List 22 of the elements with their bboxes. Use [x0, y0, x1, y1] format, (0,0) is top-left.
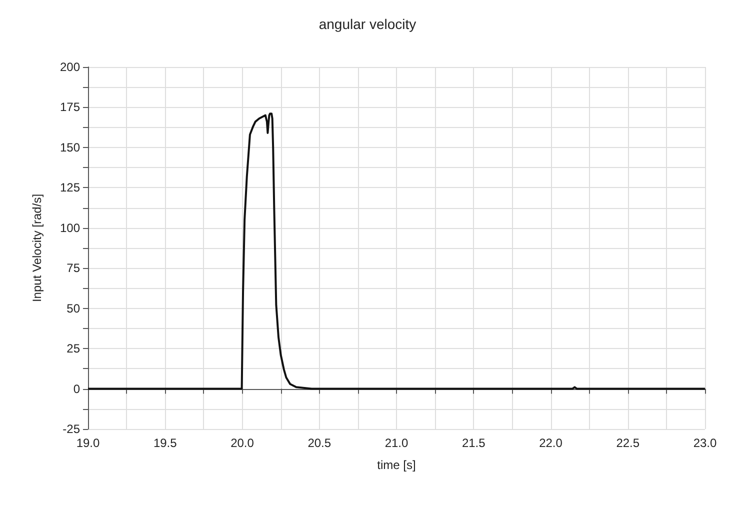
- y-tick-label: 125: [60, 180, 80, 195]
- x-tick-label: 20.5: [308, 436, 332, 450]
- y-tick-label: 75: [66, 261, 80, 276]
- y-tick-label: 150: [60, 140, 80, 154]
- x-tick-label: 19.5: [153, 436, 178, 450]
- x-tick-label: 23.0: [693, 436, 717, 450]
- y-tick-label: 50: [66, 301, 80, 316]
- x-tick-label: 22.0: [539, 436, 563, 450]
- y-tick-label: 25: [66, 342, 80, 356]
- x-tick-label: 21.0: [384, 436, 408, 450]
- x-tick-label: 22.5: [616, 436, 640, 450]
- x-axis-title: time [s]: [377, 458, 416, 472]
- y-tick-label: 100: [60, 220, 80, 235]
- y-tick-label: 200: [60, 60, 80, 74]
- y-tick-label: 0: [73, 382, 80, 396]
- chart-title: angular velocity: [318, 16, 416, 32]
- y-tick-label: 175: [60, 100, 80, 114]
- y-tick-label: -25: [62, 422, 80, 436]
- x-tick-label: 21.5: [462, 436, 486, 450]
- y-axis-title: Input Velocity [rad/s]: [30, 194, 44, 302]
- x-tick-label: 20.0: [230, 436, 254, 450]
- x-tick-label: 19.0: [76, 436, 100, 450]
